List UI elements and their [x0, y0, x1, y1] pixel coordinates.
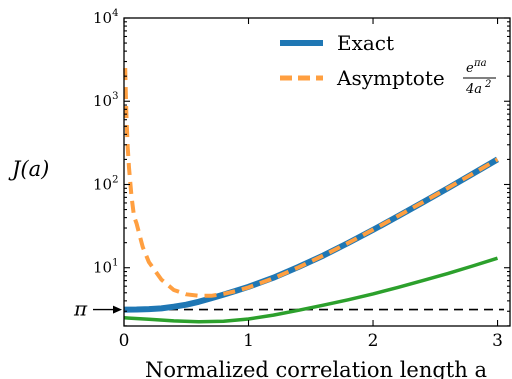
x-tick-label: 0 [119, 331, 130, 351]
legend-label-exact: Exact [337, 31, 394, 55]
y-tick-label: 102 [93, 174, 118, 193]
plot-frame [123, 17, 511, 327]
x-tick-label: 3 [492, 331, 503, 351]
y-tick-label: 101 [93, 258, 118, 277]
y-axis-label: J(a) [8, 157, 49, 181]
y-tick-label: 104 [93, 8, 118, 27]
pi-label: π [73, 297, 88, 321]
asymptote-formula: e πa 4a 2 [463, 58, 496, 97]
formula-den-exp: 2 [484, 79, 491, 90]
ticks-layer: 0 1 2 3 101 102 103 104 [93, 8, 510, 351]
plot-lines-layer [123, 68, 504, 324]
series-line-green [123, 256, 499, 324]
pi-marker: π [73, 297, 122, 321]
series-line-exact [123, 156, 500, 313]
pi-arrow-head [113, 305, 122, 314]
x-axis-label: Normalized correlation length a [145, 358, 487, 379]
legend-label-asymptote: Asymptote [336, 66, 445, 90]
legend: Exact Asymptote e πa 4a 2 [280, 31, 496, 97]
series-line-asymptote [123, 68, 499, 298]
formula-den-base: 4a [465, 82, 482, 97]
formula-num-base: e [466, 61, 474, 76]
y-tick-label: 103 [93, 91, 118, 110]
formula-num-exp: πa [473, 58, 487, 69]
x-tick-label: 2 [368, 331, 379, 351]
x-tick-label: 1 [243, 331, 254, 351]
